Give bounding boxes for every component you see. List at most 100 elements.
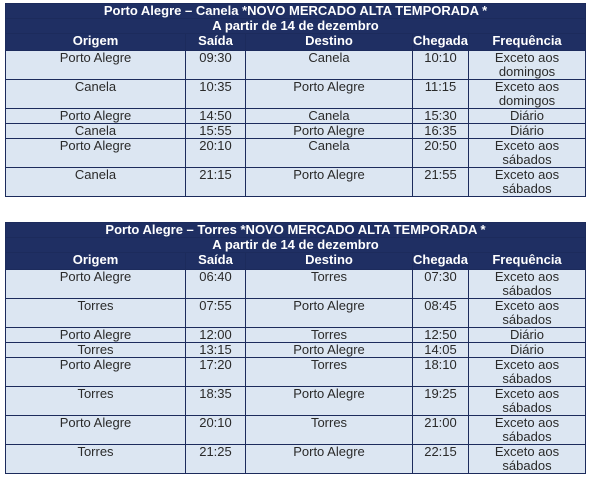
cell: Canela: [5, 79, 186, 109]
cell: 18:35: [185, 386, 246, 416]
cell: 21:55: [412, 167, 469, 197]
column-header: Frequência: [468, 33, 586, 51]
cell: 06:40: [185, 269, 246, 299]
cell: Exceto aos domingos: [468, 79, 586, 109]
cell: 07:55: [185, 298, 246, 328]
cell: Canela: [245, 50, 413, 80]
data-row: Canela 15:55 Porto Alegre 16:35 Diário: [5, 123, 586, 139]
cell: 10:35: [185, 79, 246, 109]
cell: Exceto aos sábados: [468, 415, 586, 445]
cell: 12:50: [412, 327, 469, 343]
cell: 20:50: [412, 138, 469, 168]
cell: Torres: [245, 415, 413, 445]
cell: Torres: [245, 357, 413, 387]
cell: Torres: [5, 342, 186, 358]
header-row: Origem Saída Destino Chegada Frequência: [5, 33, 586, 51]
data-row: Canela 10:35 Porto Alegre 11:15 Exceto aos d…: [5, 79, 586, 109]
cell: Torres: [5, 298, 186, 328]
table-subtitle: A partir de 14 de dezembro: [5, 18, 586, 34]
data-row: Porto Alegre 12:00 Torres 12:50 Diário: [5, 327, 586, 343]
cell: 07:30: [412, 269, 469, 299]
column-header: Destino: [245, 252, 413, 270]
cell: Exceto aos sábados: [468, 269, 586, 299]
schedule-table: Porto Alegre – Torres *NOVO MERCADO ALTA…: [5, 222, 586, 474]
data-row: Torres 13:15 Porto Alegre 14:05 Diário: [5, 342, 586, 358]
cell: 09:30: [185, 50, 246, 80]
data-row: Torres 07:55 Porto Alegre 08:45 Exceto aos s…: [5, 298, 586, 328]
cell: Canela: [5, 123, 186, 139]
cell: 10:10: [412, 50, 469, 80]
cell: Torres: [245, 327, 413, 343]
cell: Porto Alegre: [5, 108, 186, 124]
column-header: Saída: [185, 252, 246, 270]
cell: 14:50: [185, 108, 246, 124]
data-row: Porto Alegre 06:40 Torres 07:30 Exceto aos s…: [5, 269, 586, 299]
column-header: Destino: [245, 33, 413, 51]
cell: Porto Alegre: [245, 386, 413, 416]
cell: 19:25: [412, 386, 469, 416]
cell: Porto Alegre: [5, 415, 186, 445]
cell: Torres: [245, 269, 413, 299]
title-row: A partir de 14 de dezembro: [5, 237, 586, 253]
data-row: Porto Alegre 20:10 Canela 20:50 Exceto aos s…: [5, 138, 586, 168]
cell: 08:45: [412, 298, 469, 328]
cell: 14:05: [412, 342, 469, 358]
cell: Canela: [5, 167, 186, 197]
column-header: Chegada: [412, 33, 469, 51]
cell: Porto Alegre: [245, 342, 413, 358]
cell: 15:30: [412, 108, 469, 124]
data-row: Porto Alegre 14:50 Canela 15:30 Diário: [5, 108, 586, 124]
cell: 20:10: [185, 138, 246, 168]
cell: 21:25: [185, 444, 246, 474]
data-row: Porto Alegre 20:10 Torres 21:00 Exceto aos s…: [5, 415, 586, 445]
column-header: Origem: [5, 33, 186, 51]
cell: Porto Alegre: [5, 357, 186, 387]
header-row: Origem Saída Destino Chegada Frequência: [5, 252, 586, 270]
cell: Exceto aos sábados: [468, 138, 586, 168]
cell: Porto Alegre: [5, 327, 186, 343]
data-row: Torres 18:35 Porto Alegre 19:25 Exceto aos s…: [5, 386, 586, 416]
title-row: A partir de 14 de dezembro: [5, 18, 586, 34]
cell: Porto Alegre: [5, 269, 186, 299]
title-row: Porto Alegre – Canela *NOVO MERCADO ALTA…: [5, 3, 586, 19]
table-subtitle: A partir de 14 de dezembro: [5, 237, 586, 253]
cell: Exceto aos sábados: [468, 167, 586, 197]
data-row: Torres 21:25 Porto Alegre 22:15 Exceto aos s…: [5, 444, 586, 474]
data-row: Porto Alegre 09:30 Canela 10:10 Exceto aos d…: [5, 50, 586, 80]
cell: 16:35: [412, 123, 469, 139]
column-header: Frequência: [468, 252, 586, 270]
cell: 21:15: [185, 167, 246, 197]
cell: Porto Alegre: [5, 138, 186, 168]
cell: Porto Alegre: [245, 79, 413, 109]
cell: 21:00: [412, 415, 469, 445]
cell: Diário: [468, 108, 586, 124]
column-header: Origem: [5, 252, 186, 270]
column-header: Chegada: [412, 252, 469, 270]
cell: 17:20: [185, 357, 246, 387]
cell: Exceto aos domingos: [468, 50, 586, 80]
cell: Diário: [468, 327, 586, 343]
cell: Exceto aos sábados: [468, 386, 586, 416]
cell: Torres: [5, 386, 186, 416]
cell: Exceto aos sábados: [468, 298, 586, 328]
cell: 18:10: [412, 357, 469, 387]
column-header: Saída: [185, 33, 246, 51]
cell: Torres: [5, 444, 186, 474]
cell: Porto Alegre: [5, 50, 186, 80]
cell: 13:15: [185, 342, 246, 358]
table-title: Porto Alegre – Canela *NOVO MERCADO ALTA…: [5, 3, 586, 19]
cell: Exceto aos sábados: [468, 444, 586, 474]
cell: Porto Alegre: [245, 123, 413, 139]
cell: 12:00: [185, 327, 246, 343]
cell: Canela: [245, 138, 413, 168]
cell: Porto Alegre: [245, 444, 413, 474]
title-row: Porto Alegre – Torres *NOVO MERCADO ALTA…: [5, 222, 586, 238]
cell: Diário: [468, 342, 586, 358]
cell: 20:10: [185, 415, 246, 445]
table-title: Porto Alegre – Torres *NOVO MERCADO ALTA…: [5, 222, 586, 238]
data-row: Porto Alegre 17:20 Torres 18:10 Exceto aos s…: [5, 357, 586, 387]
cell: Porto Alegre: [245, 167, 413, 197]
schedule-table: Porto Alegre – Canela *NOVO MERCADO ALTA…: [5, 3, 586, 197]
